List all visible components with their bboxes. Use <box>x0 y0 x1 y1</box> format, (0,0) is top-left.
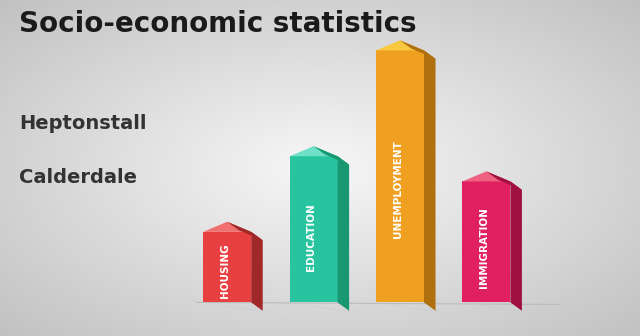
Polygon shape <box>376 50 424 302</box>
Text: UNEMPLOYMENT: UNEMPLOYMENT <box>392 140 403 238</box>
Polygon shape <box>290 302 365 314</box>
Polygon shape <box>204 302 279 314</box>
Text: IMMIGRATION: IMMIGRATION <box>479 208 489 288</box>
Polygon shape <box>376 40 424 50</box>
Text: HOUSING: HOUSING <box>220 243 230 298</box>
Polygon shape <box>227 222 262 240</box>
Polygon shape <box>463 181 511 302</box>
Polygon shape <box>400 40 435 59</box>
Text: Calderdale: Calderdale <box>19 168 137 187</box>
Text: Heptonstall: Heptonstall <box>19 114 147 133</box>
Polygon shape <box>511 181 522 311</box>
Polygon shape <box>204 222 251 232</box>
Polygon shape <box>486 171 522 190</box>
Polygon shape <box>204 232 251 302</box>
Polygon shape <box>251 232 262 311</box>
Text: EDUCATION: EDUCATION <box>306 203 316 270</box>
Polygon shape <box>314 146 349 165</box>
Polygon shape <box>463 302 538 314</box>
Polygon shape <box>290 146 338 156</box>
Polygon shape <box>290 156 338 302</box>
Text: Socio-economic statistics: Socio-economic statistics <box>19 10 417 38</box>
Polygon shape <box>376 302 452 314</box>
Polygon shape <box>338 156 349 311</box>
Polygon shape <box>424 50 435 311</box>
Polygon shape <box>463 171 511 181</box>
